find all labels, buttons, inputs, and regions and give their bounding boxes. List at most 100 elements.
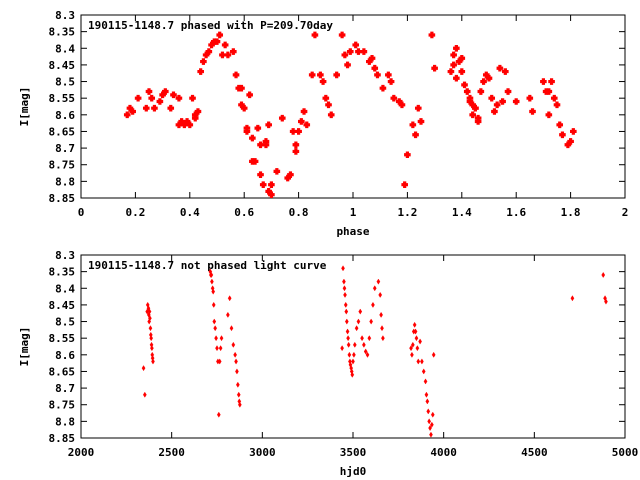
bottom-y-tick-label: 8.55 — [49, 332, 76, 345]
bottom-data-point — [346, 341, 351, 348]
top-y-tick-label: 8.65 — [49, 125, 76, 138]
bottom-y-tick-label: 8.65 — [49, 365, 76, 378]
top-data-point — [374, 71, 381, 79]
bottom-data-point — [413, 328, 418, 335]
bottom-data-point — [423, 378, 428, 385]
top-data-point — [548, 78, 555, 85]
top-y-tick-label: 8.4 — [55, 42, 75, 55]
top-data-point — [545, 111, 553, 119]
top-data-point — [319, 78, 327, 85]
bottom-data-point — [414, 335, 419, 342]
bottom-data-point — [210, 278, 214, 285]
bottom-data-point — [226, 311, 230, 318]
top-data-point — [366, 58, 373, 65]
top-data-point — [186, 121, 194, 129]
top-data-point — [232, 71, 240, 79]
top-data-point — [455, 58, 463, 65]
bottom-data-point — [218, 345, 223, 352]
bottom-data-point — [372, 285, 377, 292]
top-y-tick-label: 8.7 — [55, 142, 75, 155]
top-x-tick-label: 2 — [622, 206, 629, 219]
top-data-point — [311, 31, 319, 39]
top-data-point — [390, 94, 398, 102]
top-data-point — [251, 158, 259, 165]
top-data-point — [529, 108, 536, 115]
top-data-point — [469, 111, 476, 119]
bottom-data-point — [212, 318, 217, 325]
bottom-data-point — [379, 311, 383, 318]
bottom-y-tick-label: 8.4 — [55, 282, 75, 295]
top-data-point — [417, 118, 425, 125]
top-data-point — [526, 94, 534, 102]
top-data-point — [450, 51, 457, 59]
bottom-y-tick-label: 8.85 — [49, 432, 76, 445]
top-data-point — [162, 88, 169, 95]
top-data-point — [414, 104, 422, 112]
top-data-point — [341, 51, 349, 59]
bottom-data-point — [415, 345, 420, 352]
top-x-tick-label: 0.4 — [180, 206, 200, 219]
bottom-data-point — [351, 358, 355, 365]
bottom-data-point — [341, 265, 345, 272]
bottom-data-point — [216, 411, 221, 418]
bottom-data-point — [431, 351, 436, 358]
bottom-data-point — [369, 318, 373, 325]
bottom-x-tick-label: 3000 — [249, 446, 276, 459]
bottom-x-tick-label: 4000 — [430, 446, 457, 459]
top-plot-title: 190115-1148.7 phased with P=209.70day — [88, 19, 333, 32]
top-data-point — [567, 138, 574, 145]
bottom-data-point — [217, 358, 222, 365]
top-data-point — [259, 181, 267, 188]
top-data-point — [570, 128, 577, 135]
top-data-point — [368, 54, 376, 62]
top-data-point — [327, 111, 335, 119]
top-data-point — [257, 141, 264, 149]
top-data-point — [550, 94, 558, 102]
bottom-data-point — [570, 295, 575, 302]
bottom-data-point — [358, 308, 363, 315]
bottom-data-point — [363, 348, 368, 355]
top-data-point — [246, 91, 253, 99]
top-data-point — [371, 64, 379, 72]
top-data-point — [145, 88, 153, 95]
bottom-plot-title: 190115-1148.7 not phased light curve — [88, 259, 327, 272]
top-data-point — [504, 88, 512, 95]
top-data-point — [477, 88, 485, 95]
top-y-tick-label: 8.3 — [55, 9, 75, 22]
bottom-data-point — [362, 341, 366, 348]
bottom-data-point — [425, 398, 430, 405]
bottom-data-point — [148, 315, 152, 322]
bottom-data-point — [342, 285, 347, 292]
top-data-point — [148, 94, 156, 102]
bottom-data-point — [360, 335, 364, 342]
bottom-y-tick-label: 8.7 — [55, 382, 75, 395]
bottom-x-tick-label: 4500 — [521, 446, 548, 459]
bottom-data-point — [344, 308, 349, 315]
top-data-point — [205, 48, 213, 55]
top-x-axis-title: phase — [336, 225, 369, 238]
bottom-data-point — [340, 345, 344, 352]
bottom-data-point — [236, 391, 241, 398]
top-data-point — [398, 101, 406, 109]
top-data-point — [224, 51, 232, 59]
bottom-y-axis-title: I[mag] — [18, 327, 31, 367]
bottom-data-point — [416, 358, 421, 365]
bottom-data-point — [147, 308, 152, 315]
bottom-data-point — [214, 335, 218, 342]
top-data-point — [344, 61, 351, 69]
bottom-data-point — [411, 341, 415, 348]
top-data-point — [352, 41, 360, 49]
bottom-data-point — [150, 345, 154, 352]
top-y-axis-title: I[mag] — [18, 87, 31, 127]
top-data-point — [553, 101, 561, 109]
top-x-tick-label: 0.2 — [125, 206, 145, 219]
phased-light-curve-panel: 0 0.2 0.4 0.6 0.8 1 1.2 1.4 1.6 1.8 2 8.3 8.35 8.4 8.4… — [18, 9, 628, 238]
top-data-point — [284, 174, 292, 182]
bottom-data-point — [209, 271, 214, 278]
bottom-data-point — [365, 351, 370, 358]
top-y-tick-label: 8.35 — [49, 26, 76, 39]
bottom-data-point — [234, 358, 238, 365]
bottom-y-tick-label: 8.35 — [49, 266, 76, 279]
top-data-point — [322, 94, 330, 102]
bottom-data-point — [342, 278, 346, 285]
